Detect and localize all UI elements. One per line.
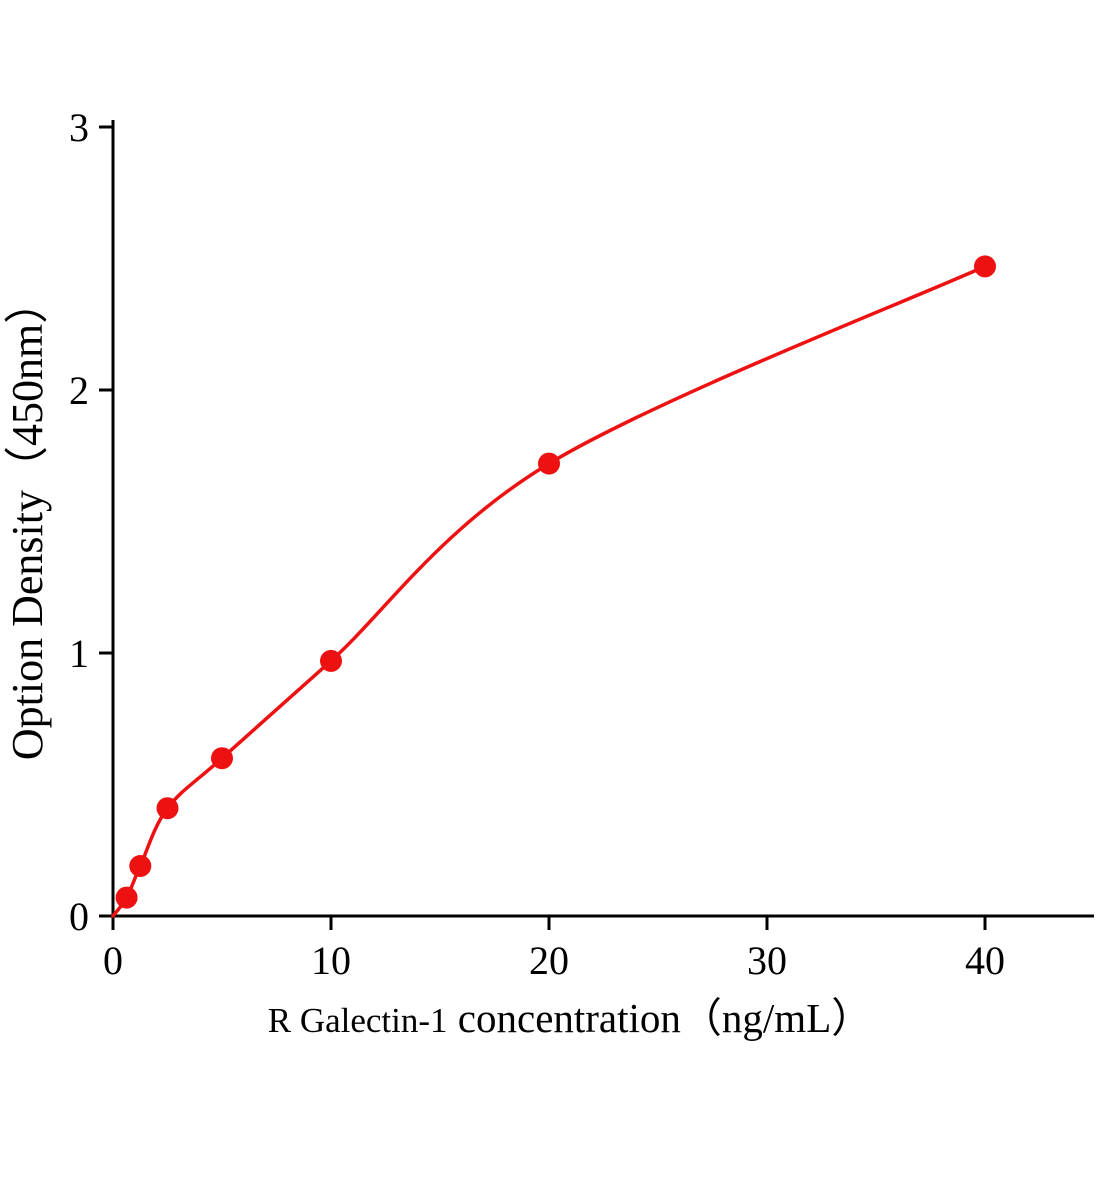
x-tick-label: 30 xyxy=(747,938,787,983)
data-point xyxy=(974,255,996,278)
x-tick-label: 20 xyxy=(529,938,569,983)
y-tick-label: 0 xyxy=(69,894,89,939)
data-point xyxy=(129,855,152,877)
fit-curve xyxy=(111,264,987,918)
x-tick-label: 0 xyxy=(103,938,123,983)
x-tick-label: 10 xyxy=(311,938,351,983)
y-axis-label: Option Density（450nm） xyxy=(3,280,52,760)
data-point xyxy=(156,797,179,820)
axes xyxy=(111,120,1094,918)
data-points xyxy=(115,255,996,909)
data-point xyxy=(211,747,233,770)
data-point xyxy=(320,649,342,672)
y-tick-label: 1 xyxy=(69,631,89,676)
y-axis-ticks: 0 1 2 3 xyxy=(69,105,113,939)
y-tick-label: 3 xyxy=(69,105,89,150)
data-point xyxy=(115,886,138,909)
x-axis-ticks: 0 10 20 30 40 xyxy=(103,916,1005,983)
x-tick-label: 40 xyxy=(965,938,1005,983)
x-axis-label: R Galectin-1 concentration（ng/mL） xyxy=(268,995,873,1041)
y-tick-label: 2 xyxy=(69,368,89,413)
x-axis-label-rest: concentration（ng/mL） xyxy=(448,995,873,1041)
x-axis-label-prefix: R Galectin-1 xyxy=(268,1001,448,1040)
data-point xyxy=(538,452,560,475)
